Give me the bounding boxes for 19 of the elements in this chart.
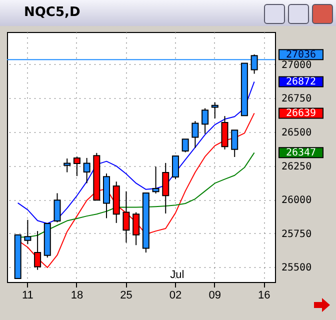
y-tick-label: 26500 [282, 128, 312, 138]
annotation: Jul [170, 269, 184, 281]
ref-line-label: 27036 [286, 50, 316, 61]
x-tick-label: 16 [258, 290, 270, 302]
y-tick-label: 25750 [282, 228, 312, 240]
x-tick-label: 18 [70, 290, 84, 302]
x-tick-label: 02 [169, 290, 182, 302]
text: 26872 [286, 76, 316, 88]
x-tick-label: 25 [120, 290, 132, 302]
chart-title: NQC5,D [24, 5, 80, 20]
x-tick-label: 09 [208, 290, 222, 302]
x-tick-label: 11 [22, 290, 34, 302]
y-tick-label: 25500 [282, 262, 312, 274]
text: 26639 [286, 108, 316, 120]
y-tick-label: 26250 [282, 161, 312, 172]
y-tick-label: 26000 [282, 195, 312, 206]
text: 26347 [286, 148, 316, 159]
y-tick-label: 27000 [282, 60, 312, 71]
y-tick-label: 26750 [282, 94, 312, 105]
